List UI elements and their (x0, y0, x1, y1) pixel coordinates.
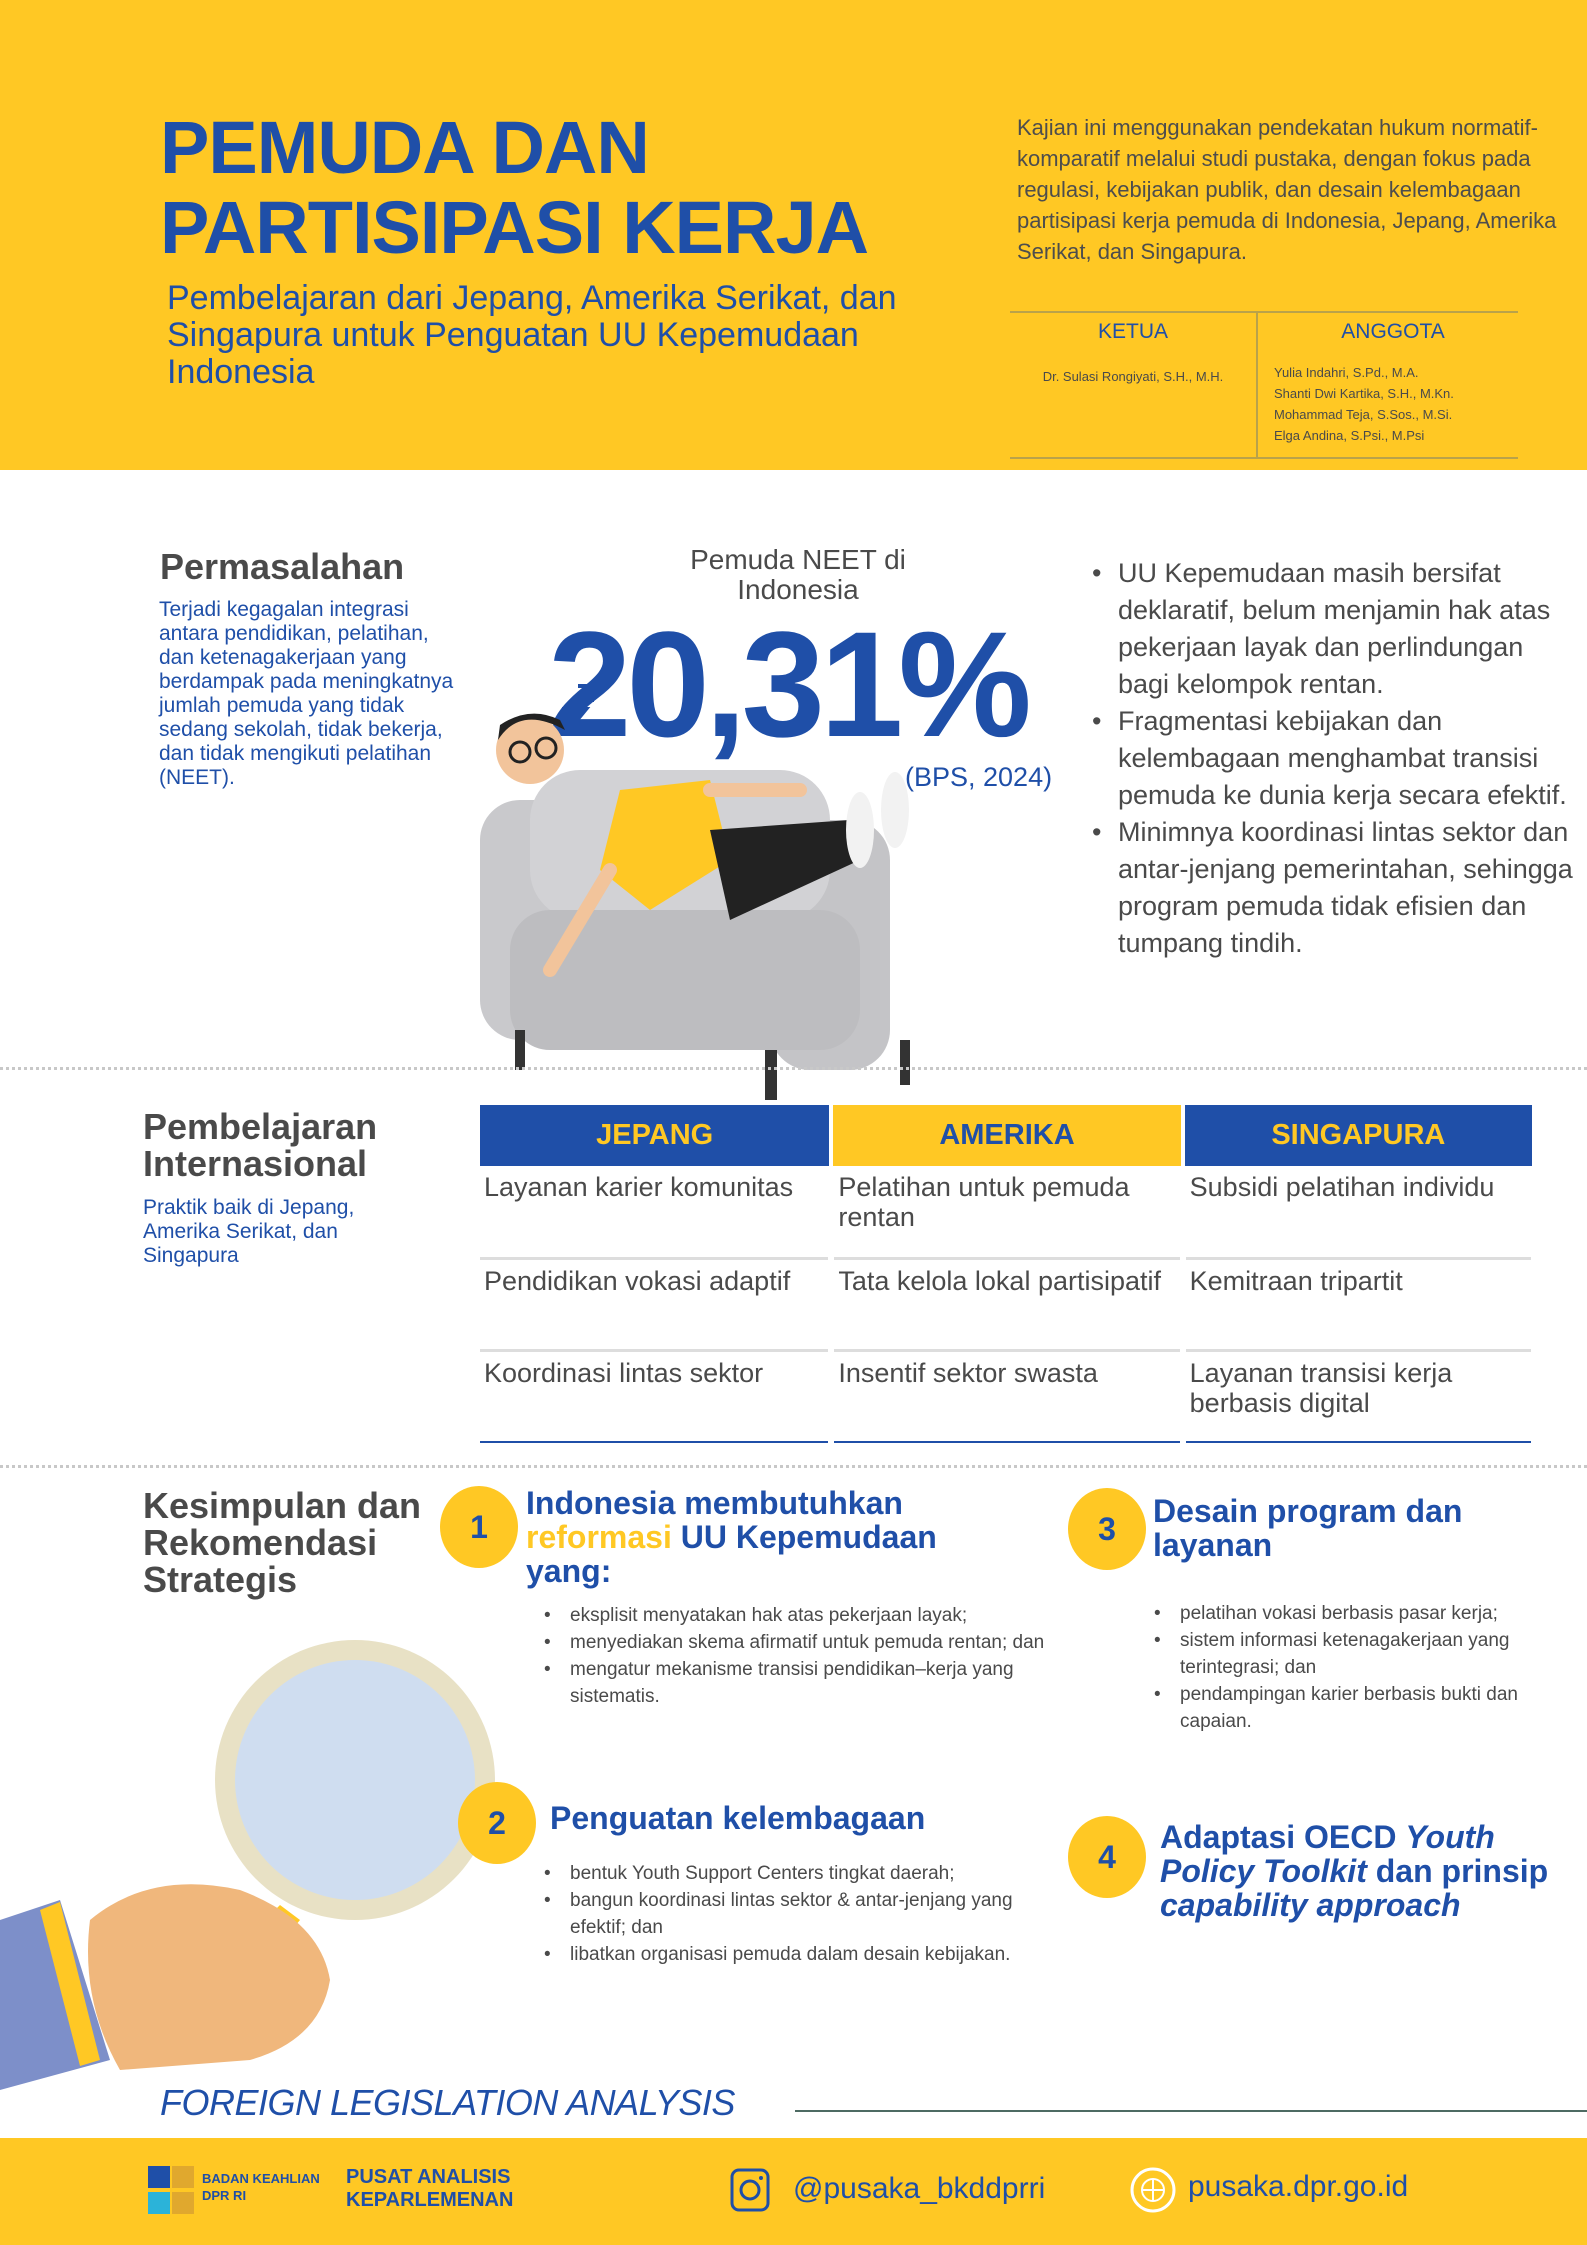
problem-points: UU Kepemudaan masih bersifat deklaratif,… (1088, 555, 1578, 962)
table-cell: Layanan karier komunitas (480, 1166, 835, 1260)
table-cell: Insentif sektor swasta (831, 1350, 1186, 1443)
comparison-table: JEPANG AMERIKA SINGAPURA Layanan karier … (480, 1105, 1538, 1443)
members-label: ANGGOTA (1341, 320, 1445, 343)
table-row: Koordinasi lintas sektor Insentif sektor… (480, 1350, 1538, 1443)
intro-text: Kajian ini menggunakan pendekatan hukum … (1017, 115, 1557, 264)
rec-bullet: sistem informasi ketenagakerjaan yang te… (1150, 1627, 1550, 1681)
unit-line: KEPARLEMENAN (346, 2189, 514, 2211)
problem-point: UU Kepemudaan masih bersifat deklaratif,… (1088, 555, 1578, 703)
unit-line: PUSAT ANALISIS (346, 2166, 511, 2188)
members-list: Yulia Indahri, S.Pd., M.A. Shanti Dwi Ka… (1274, 362, 1454, 446)
title-line: PEMUDA DAN (160, 106, 650, 189)
member-name: Yulia Indahri, S.Pd., M.A. (1274, 365, 1419, 380)
rec-number-3: 3 (1068, 1488, 1146, 1570)
rec-title-part: Adaptasi OECD (1160, 1819, 1397, 1855)
divider (1010, 311, 1518, 313)
member-name: Mohammad Teja, S.Sos., M.Si. (1274, 407, 1453, 422)
rec-bullet: pendampingan karier berbasis bukti dan c… (1150, 1681, 1550, 1735)
footer (0, 2138, 1587, 2245)
rec-bullet: pelatihan vokasi berbasis pasar kerja; (1150, 1600, 1550, 1627)
magnifier-hand-illustration (0, 1640, 495, 2090)
divider (1010, 457, 1518, 459)
header-banner (0, 0, 1587, 470)
table-row: Pendidikan vokasi adaptif Tata kelola lo… (480, 1258, 1538, 1352)
rec-1-bullets: eksplisit menyatakan hak atas pekerjaan … (540, 1602, 1060, 1710)
table-cell: Layanan transisi kerja berbasis digital (1182, 1350, 1538, 1443)
rec-number-1: 1 (440, 1486, 518, 1568)
member-name: Shanti Dwi Kartika, S.H., M.Kn. (1274, 386, 1454, 401)
divider (1256, 313, 1258, 457)
logo-line: BADAN KEAHLIAN (202, 2171, 320, 2186)
bk-dpr-logo-text: BADAN KEAHLIAN DPR RI (202, 2170, 320, 2204)
logo-line: DPR RI (202, 2188, 247, 2203)
page-subtitle: Pembelajaran dari Jepang, Amerika Serika… (167, 279, 897, 391)
table-cell: Tata kelola lokal partisipatif (831, 1258, 1186, 1352)
rec-2-title: Penguatan kelembagaan (550, 1800, 926, 1836)
unit-name: PUSAT ANALISIS KEPARLEMENAN (346, 2166, 513, 2212)
rec-4-title: Adaptasi OECD Youth Policy Toolkit dan p… (1160, 1820, 1575, 1922)
rec-title-part: UU Kepemudaan yang: (526, 1519, 937, 1589)
divider (795, 2110, 1587, 2112)
rec-bullet: libatkan organisasi pemuda dalam desain … (540, 1941, 1060, 1968)
problem-point: Minimnya koordinasi lintas sektor dan an… (1088, 814, 1578, 962)
section-divider (0, 1465, 1587, 1468)
sofa-person-illustration (480, 684, 910, 1100)
series-label: FOREIGN LEGISLATION ANALYSIS (160, 2082, 735, 2123)
col-jepang: JEPANG (480, 1105, 834, 1166)
conclusion-heading: Kesimpulan dan Rekomendasi Strategis (143, 1485, 422, 1600)
website-link[interactable]: pusaka.dpr.go.id (1188, 2170, 1409, 2203)
learning-heading: Pembelajaran Internasional (143, 1106, 378, 1184)
problem-point: Fragmentasi kebijakan dan kelembagaan me… (1088, 703, 1578, 814)
rec-number-4: 4 (1068, 1816, 1146, 1898)
section-divider (0, 1067, 1587, 1070)
neet-value: 20,31% (548, 600, 1032, 768)
rec-bullet: eksplisit menyatakan hak atas pekerjaan … (540, 1602, 1060, 1629)
globe-icon[interactable] (1130, 2166, 1176, 2214)
chair-name: Dr. Sulasi Rongiyati, S.H., M.H. (1042, 369, 1224, 384)
chair-label: KETUA (1097, 320, 1168, 343)
page-title: PEMUDA DAN PARTISIPASI KERJA (160, 106, 869, 269)
instagram-handle[interactable]: @pusaka_bkddprri (793, 2172, 1046, 2205)
member-name: Elga Andina, S.Psi., M.Psi (1274, 428, 1425, 443)
rec-title-italic: Youth Policy Toolkit (1160, 1819, 1495, 1889)
learning-text: Praktik baik di Jepang, Amerika Serikat,… (143, 1196, 355, 1267)
table-cell: Kemitraan tripartit (1182, 1258, 1538, 1352)
rec-1-title: Indonesia membutuhkan reformasi UU Kepem… (526, 1486, 996, 1588)
rec-bullet: menyediakan skema afirmatif untuk pemuda… (540, 1629, 1060, 1656)
rec-title-italic: capability approach (1160, 1887, 1461, 1923)
rec-title-highlight: reformasi (526, 1519, 672, 1555)
neet-label: Pemuda NEET di Indonesia (690, 544, 906, 605)
instagram-icon[interactable] (730, 2168, 770, 2212)
rec-3-bullets: pelatihan vokasi berbasis pasar kerja; s… (1150, 1600, 1550, 1735)
table-cell: Pelatihan untuk pemuda rentan (831, 1166, 1186, 1260)
table-cell: Koordinasi lintas sektor (480, 1350, 835, 1443)
rec-title-part: dan prinsip (1375, 1853, 1549, 1889)
rec-number-2: 2 (458, 1782, 536, 1864)
table-cell: Subsidi pelatihan individu (1182, 1166, 1538, 1260)
title-line: PARTISIPASI KERJA (160, 186, 869, 269)
neet-source: (BPS, 2024) (905, 762, 1053, 792)
rec-2-bullets: bentuk Youth Support Centers tingkat dae… (540, 1860, 1060, 1968)
problem-heading: Permasalahan (160, 546, 405, 587)
problem-text: Terjadi kegagalan integrasi antara pendi… (159, 598, 454, 789)
bk-dpr-logo-icon (148, 2166, 194, 2214)
rec-bullet: bentuk Youth Support Centers tingkat dae… (540, 1860, 1060, 1887)
col-amerika: AMERIKA (831, 1105, 1185, 1166)
table-row: Layanan karier komunitas Pelatihan untuk… (480, 1166, 1538, 1260)
rec-3-title: Desain program dan layanan (1153, 1493, 1463, 1563)
rec-bullet: mengatur mekanisme transisi pendidikan–k… (540, 1656, 1060, 1710)
col-singapura: SINGAPURA (1182, 1105, 1537, 1166)
rec-title-part: Indonesia membutuhkan (526, 1485, 903, 1521)
table-header-row: JEPANG AMERIKA SINGAPURA (480, 1105, 1537, 1166)
table-cell: Pendidikan vokasi adaptif (480, 1258, 835, 1352)
rec-bullet: bangun koordinasi lintas sektor & antar-… (540, 1887, 1060, 1941)
